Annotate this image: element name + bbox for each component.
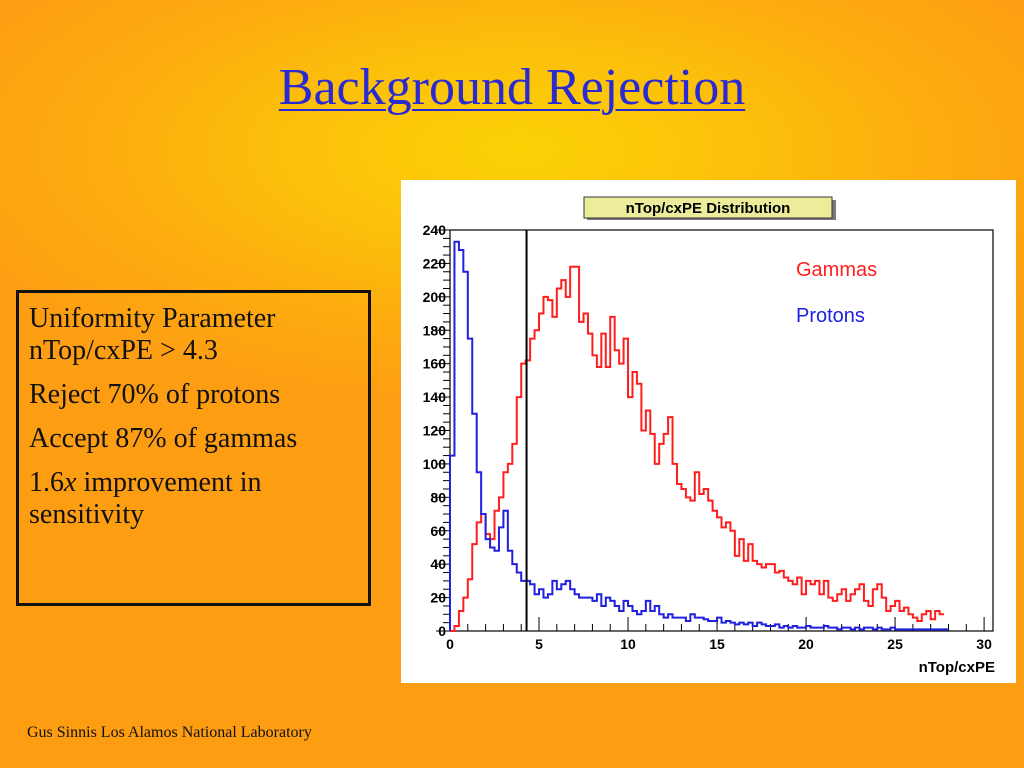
improvement-factor: 1.6 xyxy=(29,467,64,498)
y-tick-label-180: 180 xyxy=(423,322,447,338)
y-tick-label-240: 240 xyxy=(423,222,447,238)
sensitivity-text: sensitivity xyxy=(29,499,145,530)
x-tick-label-25: 25 xyxy=(887,636,903,652)
x-tick-label-10: 10 xyxy=(620,636,636,652)
text-line-2: nTop/cxPE > 4.3 xyxy=(29,335,218,366)
y-tick-label-100: 100 xyxy=(423,456,447,472)
x-axis: 0 5 10 15 20 25 30 xyxy=(446,617,992,652)
legend-protons: Protons xyxy=(796,305,865,327)
x-tick-label-30: 30 xyxy=(976,636,992,652)
accept-gammas-text: Accept 87% of gammas xyxy=(29,423,298,454)
x-tick-label-0: 0 xyxy=(446,636,454,652)
legend-gammas: Gammas xyxy=(796,259,877,281)
y-tick-label-60: 60 xyxy=(430,523,446,539)
y-tick-label-140: 140 xyxy=(423,389,447,405)
y-tick-label-200: 200 xyxy=(423,289,447,305)
x-axis-label: nTop/cxPE xyxy=(919,659,995,676)
histogram-chart: nTop/cxPE Distribution 02040608010012014… xyxy=(423,196,995,676)
y-tick-label-0: 0 xyxy=(438,623,446,639)
y-tick-label-40: 40 xyxy=(430,556,446,572)
series-gammas-histogram xyxy=(450,265,945,632)
series-protons-histogram xyxy=(449,240,949,631)
y-tick-label-80: 80 xyxy=(430,489,446,505)
plot-frame xyxy=(449,229,994,632)
summary-text-box: Uniformity Parameter nTop/cxPE > 4.3 Rej… xyxy=(16,290,371,606)
footer: Gus Sinnis Los Alamos National Laborator… xyxy=(27,724,312,741)
y-tick-label-20: 20 xyxy=(430,590,446,606)
improvement-x: x xyxy=(64,467,77,498)
x-tick-label-5: 5 xyxy=(535,636,543,652)
chart-title-background xyxy=(583,196,833,219)
x-tick-label-20: 20 xyxy=(798,636,814,652)
improvement-text: 1.6x improvement in sensitivity xyxy=(29,467,358,531)
x-tick-label-15: 15 xyxy=(709,636,725,652)
improvement-rest: improvement in xyxy=(76,467,262,498)
y-tick-label-160: 160 xyxy=(423,356,447,372)
chart-title: nTop/cxPE Distribution xyxy=(626,200,791,217)
y-tick-label-120: 120 xyxy=(423,423,447,439)
chart-title-box: nTop/cxPE Distribution xyxy=(583,196,836,220)
histogram-figure: nTop/cxPE Distribution 0 20 40 60 80 100 120 14… xyxy=(401,180,1016,683)
y-tick-label-220: 220 xyxy=(423,255,447,271)
uniformity-parameter-text: Uniformity Parameter nTop/cxPE > 4.3 xyxy=(29,303,358,367)
text-line-1: Uniformity Parameter xyxy=(29,303,276,334)
slide-title: Background Rejection xyxy=(278,59,746,116)
reject-protons-text: Reject 70% of protons xyxy=(29,379,281,410)
y-axis: 0 20 40 60 80 100 120 140 160 180 200 220 240 xyxy=(423,222,450,639)
